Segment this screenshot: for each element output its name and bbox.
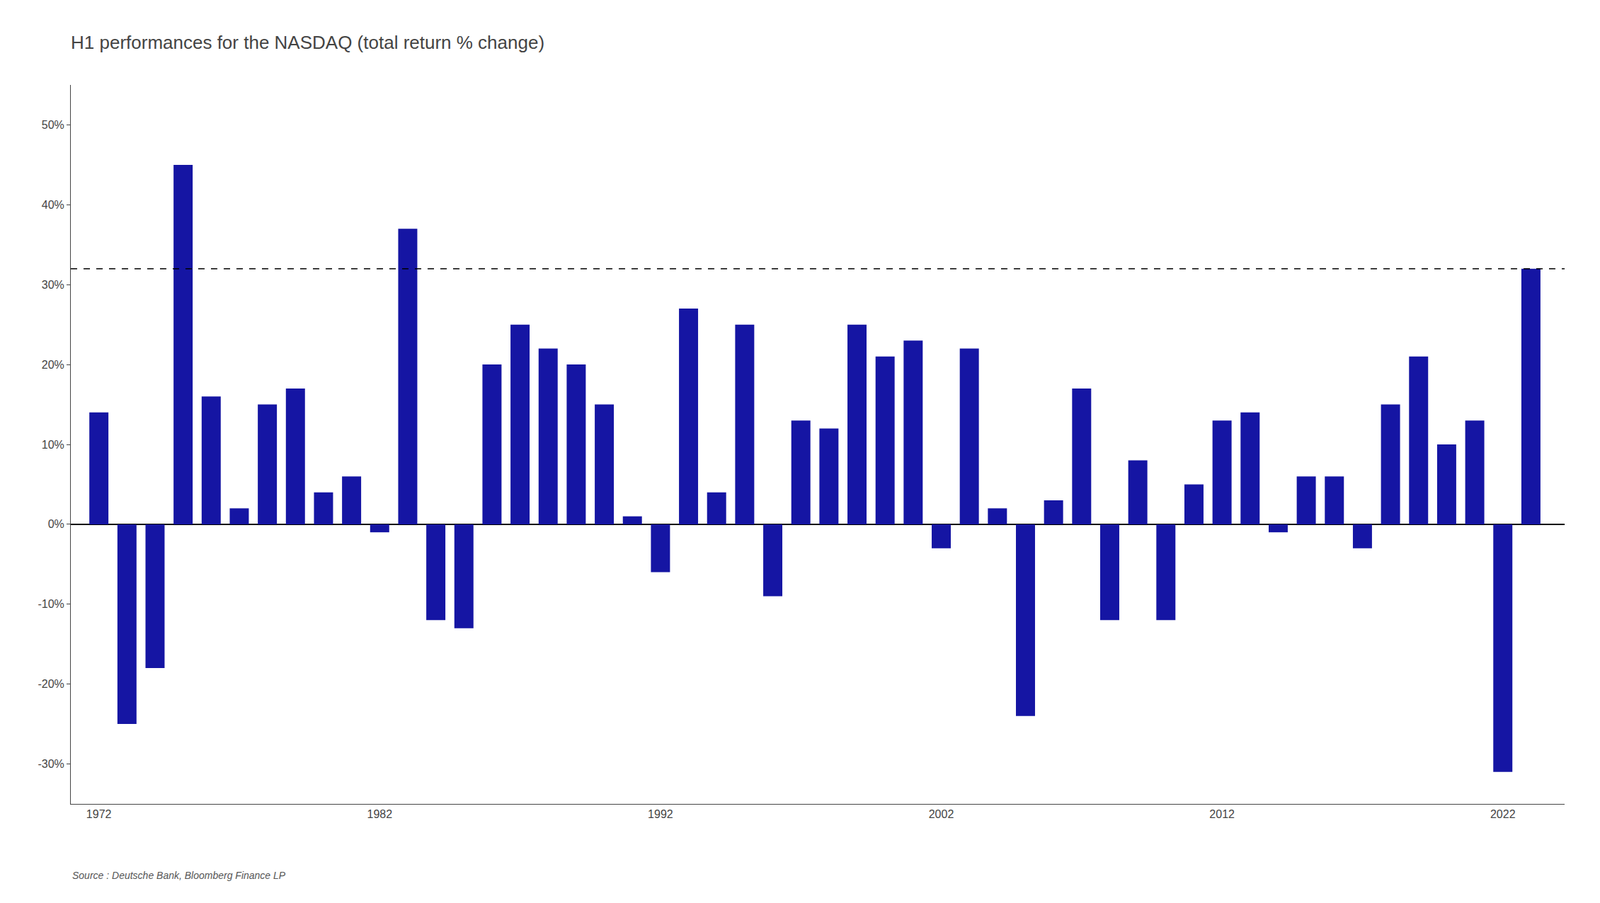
- svg-text:Source : Deutsche Bank, Bloomb: Source : Deutsche Bank, Bloomberg Financ…: [72, 870, 287, 882]
- svg-text:1982: 1982: [366, 808, 393, 821]
- svg-text:50%: 50%: [41, 118, 65, 131]
- svg-text:-30%: -30%: [37, 758, 64, 771]
- svg-text:30%: 30%: [41, 278, 65, 291]
- svg-text:H1 performances for the NASDAQ: H1 performances for the NASDAQ (total re…: [70, 31, 545, 54]
- svg-text:-20%: -20%: [37, 678, 64, 691]
- svg-text:10%: 10%: [41, 438, 65, 451]
- svg-text:20%: 20%: [41, 358, 65, 371]
- svg-text:2002: 2002: [928, 808, 955, 821]
- svg-text:2012: 2012: [1209, 808, 1235, 821]
- svg-text:0%: 0%: [48, 518, 65, 531]
- svg-text:1972: 1972: [86, 808, 112, 821]
- svg-text:-10%: -10%: [37, 598, 64, 611]
- svg-text:2022: 2022: [1490, 808, 1516, 821]
- svg-text:1992: 1992: [647, 808, 674, 821]
- svg-text:40%: 40%: [41, 198, 65, 211]
